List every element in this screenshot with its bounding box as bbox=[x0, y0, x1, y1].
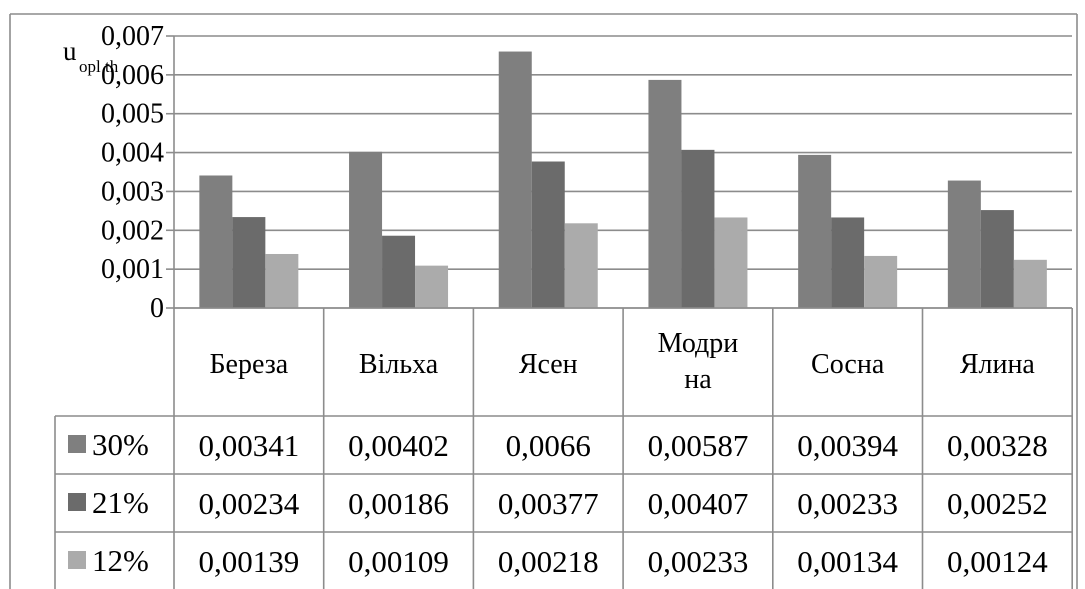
data-table-value: 0,00134 bbox=[797, 544, 898, 579]
data-table-value: 0,00252 bbox=[947, 486, 1048, 521]
y-axis-label-main: u bbox=[63, 36, 77, 66]
data-table-value: 0,00234 bbox=[198, 486, 299, 521]
data-table-value: 0,00394 bbox=[797, 428, 898, 463]
legend-key-30pct bbox=[68, 435, 86, 453]
bar-30pct-5 bbox=[947, 180, 981, 308]
data-table-value: 0,00233 bbox=[648, 544, 749, 579]
bar-21pct-3 bbox=[681, 149, 715, 308]
y-tick-label: 0,001 bbox=[101, 254, 164, 285]
data-table-value: 0,00218 bbox=[498, 544, 599, 579]
y-tick-label: 0,005 bbox=[101, 99, 164, 130]
data-table-value: 0,00139 bbox=[198, 544, 299, 579]
legend-label: 30% bbox=[92, 427, 149, 462]
y-tick-label: 0,007 bbox=[101, 21, 164, 52]
legend-key-12pct bbox=[68, 551, 86, 569]
bar-12pct-2 bbox=[564, 223, 598, 308]
legend-label: 12% bbox=[92, 543, 149, 578]
data-table-value: 0,0066 bbox=[506, 428, 591, 463]
bars bbox=[199, 51, 1047, 309]
y-tick-label: 0 bbox=[150, 293, 164, 324]
gridlines bbox=[174, 35, 1072, 309]
bar-30pct-3 bbox=[648, 79, 682, 308]
bar-30pct-1 bbox=[349, 151, 383, 308]
category-label: Вільха bbox=[359, 349, 439, 380]
bar-21pct-5 bbox=[980, 210, 1014, 308]
category-label: Береза bbox=[209, 349, 288, 380]
bar-12pct-3 bbox=[714, 217, 748, 308]
bar-21pct-2 bbox=[531, 161, 565, 308]
y-tick-label: 0,002 bbox=[101, 215, 164, 246]
data-table-value: 0,00587 bbox=[648, 428, 749, 463]
data-table-value: 0,00233 bbox=[797, 486, 898, 521]
bar-12pct-0 bbox=[265, 253, 299, 308]
category-label: Сосна bbox=[811, 349, 885, 380]
bar-12pct-5 bbox=[1013, 259, 1047, 308]
data-table-value: 0,00186 bbox=[348, 486, 449, 521]
bar-12pct-4 bbox=[864, 255, 898, 308]
legend-key-21pct bbox=[68, 493, 86, 511]
bar-30pct-0 bbox=[199, 175, 233, 308]
data-table-value: 0,00328 bbox=[947, 428, 1048, 463]
legend-label: 21% bbox=[92, 485, 149, 520]
category-label: Ясен bbox=[519, 349, 578, 380]
bar-21pct-4 bbox=[831, 217, 865, 308]
category-label: Модри на bbox=[658, 328, 739, 395]
y-tick-label: 0,003 bbox=[101, 176, 164, 207]
data-table-value: 0,00377 bbox=[498, 486, 599, 521]
data-table-value: 0,00124 bbox=[947, 544, 1048, 579]
y-tick-label: 0,006 bbox=[101, 60, 164, 91]
y-axis-label: u opl th bbox=[63, 36, 119, 76]
y-tick-label: 0,004 bbox=[101, 138, 164, 169]
bar-12pct-1 bbox=[415, 265, 449, 308]
data-table-value: 0,00109 bbox=[348, 544, 449, 579]
data-table-value: 0,00407 bbox=[648, 486, 749, 521]
bar-21pct-0 bbox=[232, 217, 266, 308]
data-table-value: 0,00341 bbox=[198, 428, 299, 463]
bar-21pct-1 bbox=[382, 235, 416, 308]
data-table-value: 0,00402 bbox=[348, 428, 449, 463]
y-axis-label-subscript: opl th bbox=[79, 57, 119, 76]
bar-30pct-2 bbox=[498, 51, 532, 309]
y-axis: 0 0,001 0,002 0,003 0,004 0,005 0,006 0,007 bbox=[9, 13, 1078, 589]
bar-30pct-4 bbox=[798, 154, 832, 308]
category-label: Ялина bbox=[960, 349, 1036, 380]
data-table: Береза Вільха Ясен Модри на Сосна Ялина 30% 0,00… bbox=[54, 307, 1073, 589]
